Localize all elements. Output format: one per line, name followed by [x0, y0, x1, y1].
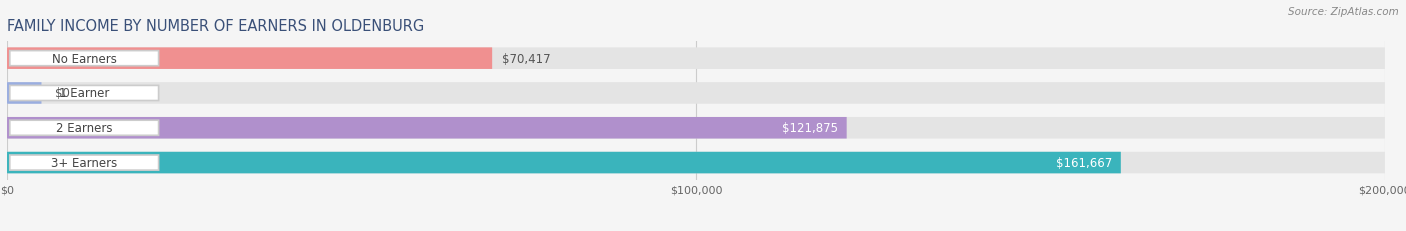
FancyBboxPatch shape [7, 83, 42, 104]
FancyBboxPatch shape [7, 152, 1121, 174]
Text: $70,417: $70,417 [502, 52, 550, 65]
FancyBboxPatch shape [7, 83, 1385, 104]
Text: $161,667: $161,667 [1056, 156, 1112, 169]
FancyBboxPatch shape [7, 118, 846, 139]
Text: $121,875: $121,875 [782, 122, 838, 135]
Text: 1 Earner: 1 Earner [59, 87, 110, 100]
FancyBboxPatch shape [10, 155, 159, 170]
Text: $0: $0 [55, 87, 70, 100]
FancyBboxPatch shape [7, 48, 1385, 70]
FancyBboxPatch shape [10, 51, 159, 67]
Text: 2 Earners: 2 Earners [56, 122, 112, 135]
Text: No Earners: No Earners [52, 52, 117, 65]
Text: Source: ZipAtlas.com: Source: ZipAtlas.com [1288, 7, 1399, 17]
FancyBboxPatch shape [7, 118, 1385, 139]
FancyBboxPatch shape [10, 121, 159, 136]
FancyBboxPatch shape [7, 152, 1385, 174]
FancyBboxPatch shape [10, 86, 159, 101]
Text: 3+ Earners: 3+ Earners [51, 156, 117, 169]
Text: FAMILY INCOME BY NUMBER OF EARNERS IN OLDENBURG: FAMILY INCOME BY NUMBER OF EARNERS IN OL… [7, 18, 425, 33]
FancyBboxPatch shape [7, 48, 492, 70]
